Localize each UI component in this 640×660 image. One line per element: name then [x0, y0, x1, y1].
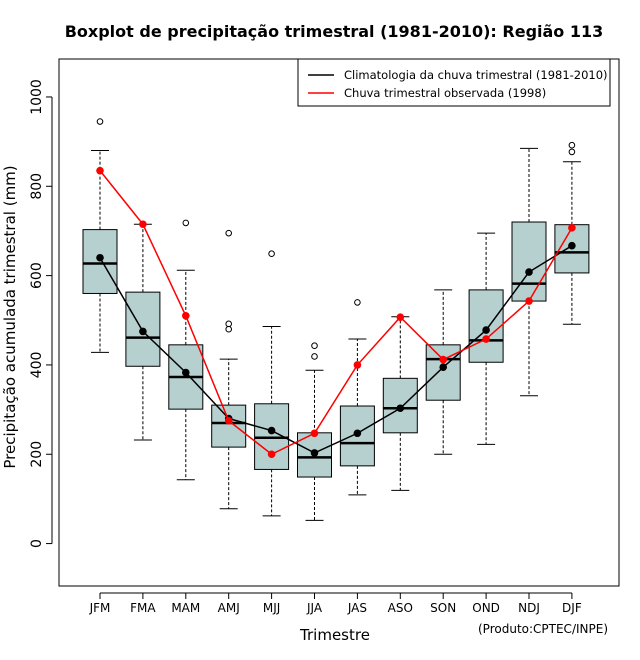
series-line-climatology — [99, 245, 573, 454]
outlier-MAM-0 — [182, 219, 190, 227]
point-observed-AMJ — [224, 416, 233, 425]
point-observed-OND — [482, 335, 490, 343]
box-AMJ — [211, 229, 247, 510]
product-credit: (Produto:CPTEC/INPE) — [478, 622, 608, 636]
point-climatology-DJF — [568, 241, 576, 250]
y-tick-label-1000: 1000 — [29, 79, 45, 115]
point-climatology-JFM — [96, 253, 104, 262]
box-FMA — [125, 223, 161, 441]
outlier-AMJ-1 — [225, 320, 232, 328]
box-JAS — [339, 299, 375, 496]
outlier-DJF-1 — [568, 141, 576, 149]
point-climatology-MAM — [182, 368, 190, 377]
point-observed-NDJ — [525, 297, 533, 305]
y-tick-label-800: 800 — [29, 173, 45, 200]
y-axis: 0 200 400 600 800 1000 — [29, 79, 53, 548]
point-climatology-ASO — [396, 404, 405, 413]
y-axis-label: Precipitação acumulada trimestral (mm) — [1, 165, 19, 468]
point-observed-JFM — [96, 166, 104, 175]
point-observed-JJA — [310, 429, 319, 438]
x-tick-label-MAM: MAM — [171, 601, 200, 615]
series-line-observed — [99, 170, 573, 456]
outlier-JAS-0 — [354, 299, 361, 306]
x-tick-label-JJA: JJA — [306, 601, 323, 615]
x-tick-label-FMA: FMA — [130, 601, 156, 615]
x-tick-label-OND: OND — [472, 601, 500, 615]
y-tick-label-600: 600 — [29, 262, 45, 289]
outlier-DJF-0 — [568, 148, 576, 156]
point-climatology-FMA — [139, 327, 147, 336]
outlier-MJJ-0 — [268, 250, 275, 258]
point-observed-ASO — [396, 313, 405, 321]
boxes — [82, 118, 590, 521]
outlier-AMJ-0 — [225, 325, 232, 333]
point-climatology-JAS — [353, 429, 362, 438]
box-ASO — [382, 316, 418, 491]
outlier-JFM-0 — [96, 118, 104, 125]
box-DJF — [554, 141, 590, 325]
box-OND — [468, 232, 504, 445]
legend: Climatologia da chuva trimestral (1981-2… — [297, 58, 611, 107]
box-SON — [425, 289, 461, 455]
box-MAM — [168, 219, 204, 481]
x-tick-label-ASO: ASO — [388, 601, 413, 615]
point-observed-DJF — [568, 224, 576, 232]
point-climatology-JJA — [310, 449, 319, 457]
x-axis-label: Trimestre — [299, 626, 370, 644]
point-observed-SON — [439, 355, 448, 364]
x-tick-label-DJF: DJF — [562, 601, 582, 615]
point-climatology-MJJ — [267, 426, 276, 435]
y-tick-label-400: 400 — [29, 352, 45, 379]
outlier-JJA-1 — [311, 342, 318, 350]
point-observed-JAS — [353, 361, 362, 369]
x-tick-label-AMJ: AMJ — [218, 601, 240, 615]
y-tick-label-0: 0 — [29, 539, 45, 548]
point-climatology-NDJ — [525, 268, 533, 276]
series-lines — [96, 166, 576, 459]
point-observed-MAM — [182, 312, 190, 320]
x-tick-label-SON: SON — [430, 601, 456, 615]
x-tick-label-JFM: JFM — [89, 601, 111, 615]
box-JFM — [82, 118, 118, 353]
point-observed-MJJ — [267, 450, 276, 459]
point-observed-FMA — [139, 220, 147, 229]
point-climatology-SON — [439, 363, 448, 371]
legend-label-observed: Chuva trimestral observada (1998) — [344, 86, 546, 100]
x-tick-label-JAS: JAS — [347, 601, 367, 615]
outlier-AMJ-2 — [225, 229, 232, 237]
x-tick-label-NDJ: NDJ — [518, 601, 540, 615]
box-MJJ — [254, 250, 290, 517]
box-body-OND — [468, 289, 504, 363]
box-body-AMJ — [211, 404, 247, 448]
outlier-JJA-0 — [311, 353, 318, 360]
y-tick-label-200: 200 — [29, 441, 45, 468]
point-climatology-OND — [482, 326, 490, 334]
legend-box — [297, 58, 611, 107]
x-axis: JFM FMA MAM AMJ MJJ JJA JAS ASO SON OND NDJ DJF — [89, 592, 582, 615]
chart-title: Boxplot de precipitação trimestral (1981… — [65, 22, 604, 41]
x-tick-label-MJJ: MJJ — [263, 601, 280, 615]
legend-label-climatology: Climatologia da chuva trimestral (1981-2… — [344, 68, 608, 82]
